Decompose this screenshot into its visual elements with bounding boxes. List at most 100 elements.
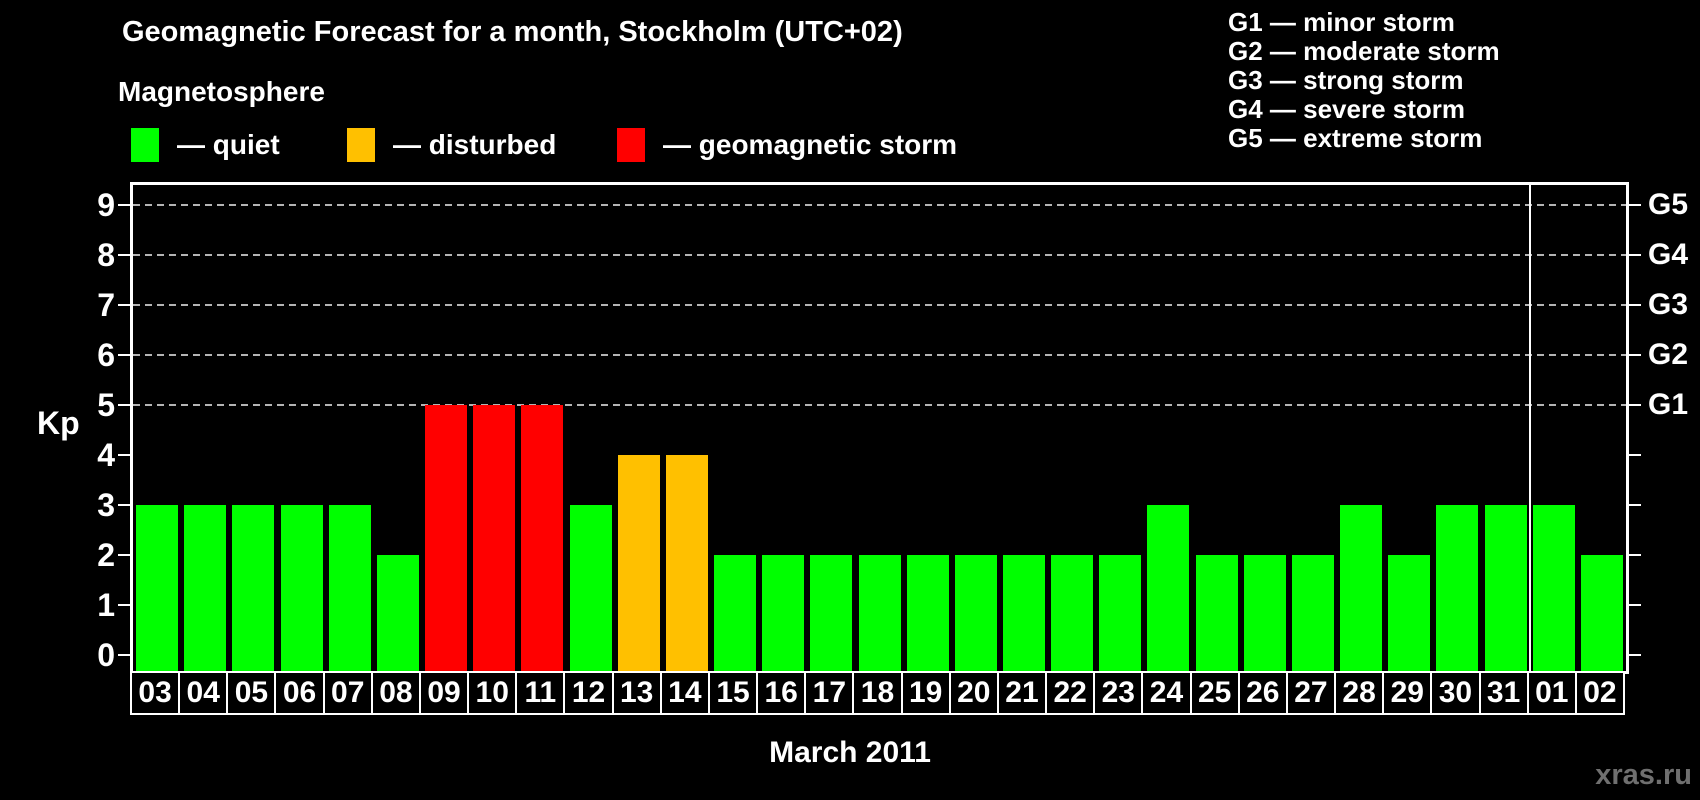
bar-day-08 (376, 555, 419, 671)
y-tick-right-6 (1629, 354, 1641, 356)
g-level-label-G3: G3 (1648, 288, 1689, 321)
day-label-20: 20 (948, 671, 999, 715)
y-tick-left-6 (118, 354, 130, 356)
bar-day-16 (762, 555, 805, 671)
y-tick-right-2 (1629, 554, 1641, 556)
day-label-08: 08 (370, 671, 421, 715)
day-label-22: 22 (1045, 671, 1096, 715)
x-axis-day-labels: 03 04 05 06 07 08 09 10 11 12 13 14 15 16 17 18 19 20 21 22… (130, 671, 1629, 715)
legend-item-quiet: — quiet (131, 128, 280, 162)
day-label-16: 16 (756, 671, 807, 715)
day-label-19: 19 (900, 671, 951, 715)
bar-day-01 (1532, 505, 1575, 671)
y-tick-right-7 (1629, 304, 1641, 306)
bar-day-14 (665, 455, 708, 671)
day-label-13: 13 (611, 671, 662, 715)
legend-label-disturbed: — disturbed (393, 129, 557, 160)
day-label-29: 29 (1382, 671, 1433, 715)
day-label-06: 06 (274, 671, 325, 715)
y-tick-label-4: 4 (97, 437, 115, 473)
gridline-kp-6 (133, 354, 1626, 356)
storm-scale-line-2: G2 — moderate storm (1228, 36, 1500, 66)
legend-label-quiet: — quiet (177, 129, 280, 160)
y-tick-label-2: 2 (97, 537, 115, 573)
day-label-02: 02 (1574, 671, 1625, 715)
g-level-label-G5: G5 (1648, 188, 1689, 221)
day-label-24: 24 (1141, 671, 1192, 715)
g-storm-scale-legend: G1 — minor storm G2 — moderate storm G3 — … (1228, 8, 1500, 153)
y-tick-left-1 (118, 604, 130, 606)
bar-day-31 (1484, 505, 1527, 671)
bar-day-22 (1051, 555, 1094, 671)
bar-day-20 (954, 555, 997, 671)
month-boundary-line (1528, 185, 1531, 671)
bar-day-29 (1388, 555, 1431, 671)
bar-day-03 (136, 505, 179, 671)
storm-scale-line-5: G5 — extreme storm (1228, 123, 1483, 153)
bar-day-07 (328, 505, 371, 671)
day-label-07: 07 (322, 671, 373, 715)
y-tick-label-0: 0 (97, 637, 115, 673)
bar-day-06 (280, 505, 323, 671)
day-label-26: 26 (1237, 671, 1288, 715)
bar-day-25 (1195, 555, 1238, 671)
bar-day-09 (425, 405, 468, 671)
y-tick-label-3: 3 (97, 487, 115, 523)
y-tick-label-1: 1 (97, 587, 115, 623)
day-label-27: 27 (1285, 671, 1337, 715)
chart-title: Geomagnetic Forecast for a month, Stockh… (122, 16, 903, 48)
y-tick-right-9 (1629, 204, 1641, 206)
day-label-01: 01 (1526, 671, 1577, 715)
day-label-09: 09 (418, 671, 470, 715)
y-tick-left-7 (118, 304, 130, 306)
legend-swatch-quiet (131, 128, 159, 162)
gridline-kp-8 (133, 254, 1626, 256)
y-axis-title: Kp (37, 405, 80, 441)
legend-item-storm: — geomagnetic storm (617, 128, 957, 162)
x-axis-title: March 2011 (769, 736, 931, 769)
day-label-31: 31 (1478, 671, 1529, 715)
y-tick-right-4 (1629, 454, 1641, 456)
bar-day-11 (521, 405, 564, 671)
y-tick-left-9 (118, 204, 130, 206)
day-label-30: 30 (1430, 671, 1481, 715)
legend-item-disturbed: — disturbed (347, 128, 556, 162)
bar-day-23 (1099, 555, 1142, 671)
bar-day-04 (184, 505, 227, 671)
y-tick-right-8 (1629, 254, 1641, 256)
day-label-05: 05 (226, 671, 277, 715)
bar-day-12 (569, 505, 612, 671)
day-label-23: 23 (1093, 671, 1144, 715)
y-tick-right-1 (1629, 604, 1641, 606)
storm-scale-line-4: G4 — severe storm (1228, 94, 1466, 124)
bar-day-17 (810, 555, 853, 671)
watermark: xras.ru (1595, 759, 1692, 791)
bar-day-02 (1580, 555, 1623, 671)
y-tick-label-8: 8 (97, 237, 115, 273)
y-tick-left-0 (118, 654, 130, 656)
bar-day-30 (1436, 505, 1479, 671)
day-label-10: 10 (467, 671, 518, 715)
day-label-04: 04 (178, 671, 229, 715)
bar-day-15 (714, 555, 757, 671)
y-tick-label-7: 7 (97, 287, 115, 323)
day-label-25: 25 (1189, 671, 1240, 715)
g-level-label-G1: G1 (1648, 388, 1689, 421)
gridline-kp-9 (133, 204, 1626, 206)
y-tick-label-5: 5 (97, 387, 115, 423)
bar-day-26 (1243, 555, 1286, 671)
day-label-21: 21 (996, 671, 1048, 715)
y-tick-left-8 (118, 254, 130, 256)
y-tick-right-3 (1629, 504, 1641, 506)
plot-area: Kp 0 1 2 3 4 5 6 7 8 9 G1 G2 G3 G4 G5 (37, 182, 1688, 674)
bar-day-21 (1002, 555, 1045, 671)
y-tick-right-0 (1629, 654, 1641, 656)
y-tick-left-5 (118, 404, 130, 406)
bar-day-13 (617, 455, 660, 671)
y-tick-left-4 (118, 454, 130, 456)
bar-day-18 (858, 555, 901, 671)
bar-day-24 (1147, 505, 1190, 671)
gridline-kp-5 (133, 404, 1626, 406)
day-label-14: 14 (659, 671, 710, 715)
legend-swatch-storm (617, 128, 645, 162)
